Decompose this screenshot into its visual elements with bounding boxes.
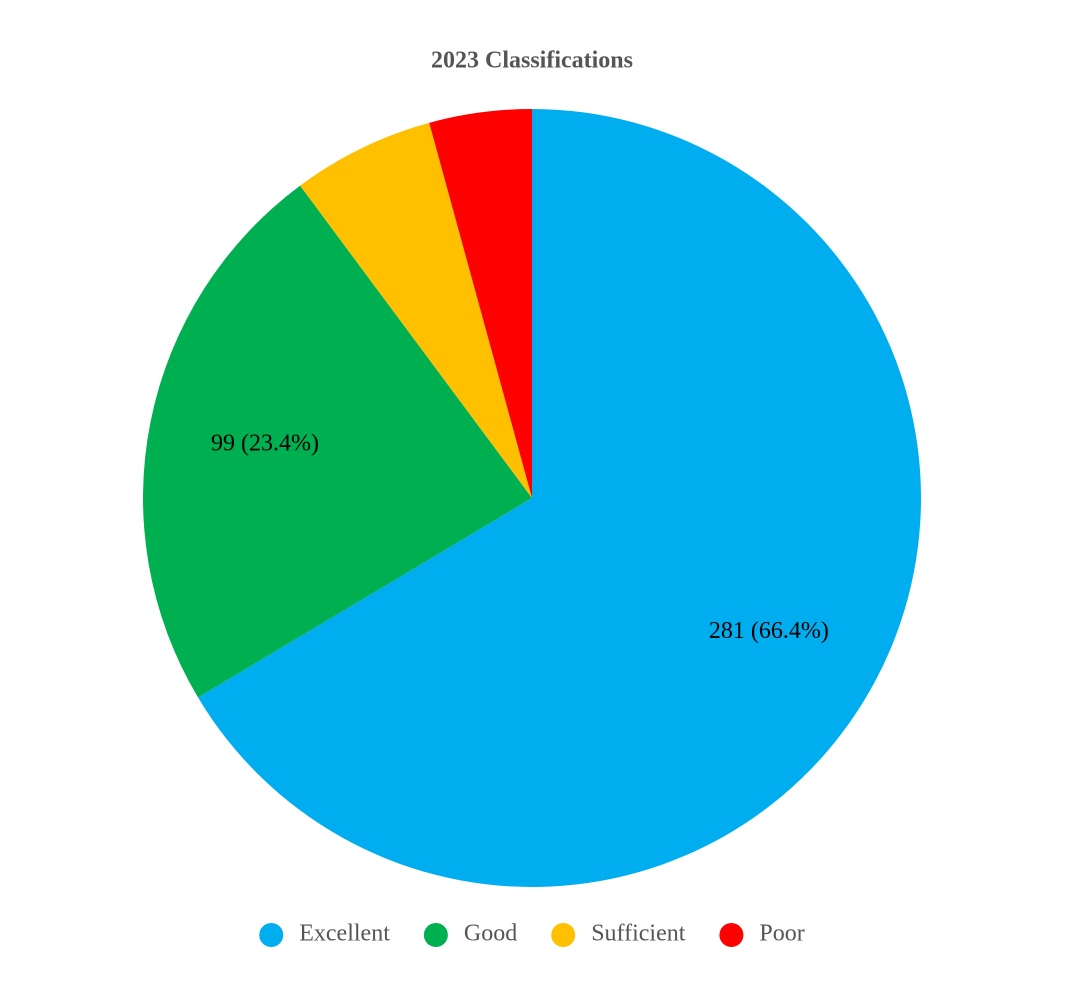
pie-slice — [142, 185, 532, 698]
legend-marker — [259, 923, 284, 947]
pie-slice — [300, 122, 532, 499]
legend-label: Sufficient — [591, 921, 686, 947]
legend-label: Good — [464, 921, 517, 947]
legend-marker — [719, 923, 744, 947]
pie-slice — [198, 109, 922, 887]
pie-slice — [429, 109, 532, 498]
legend-marker — [423, 923, 448, 947]
chart-title: 2023 Classifications — [431, 48, 633, 74]
data-label: 281 (66.4%) — [709, 618, 829, 644]
legend-label: Poor — [759, 921, 804, 947]
legend-label: Excellent — [299, 921, 390, 947]
data-label: 99 (23.4%) — [211, 430, 319, 456]
legend-marker — [551, 923, 576, 947]
